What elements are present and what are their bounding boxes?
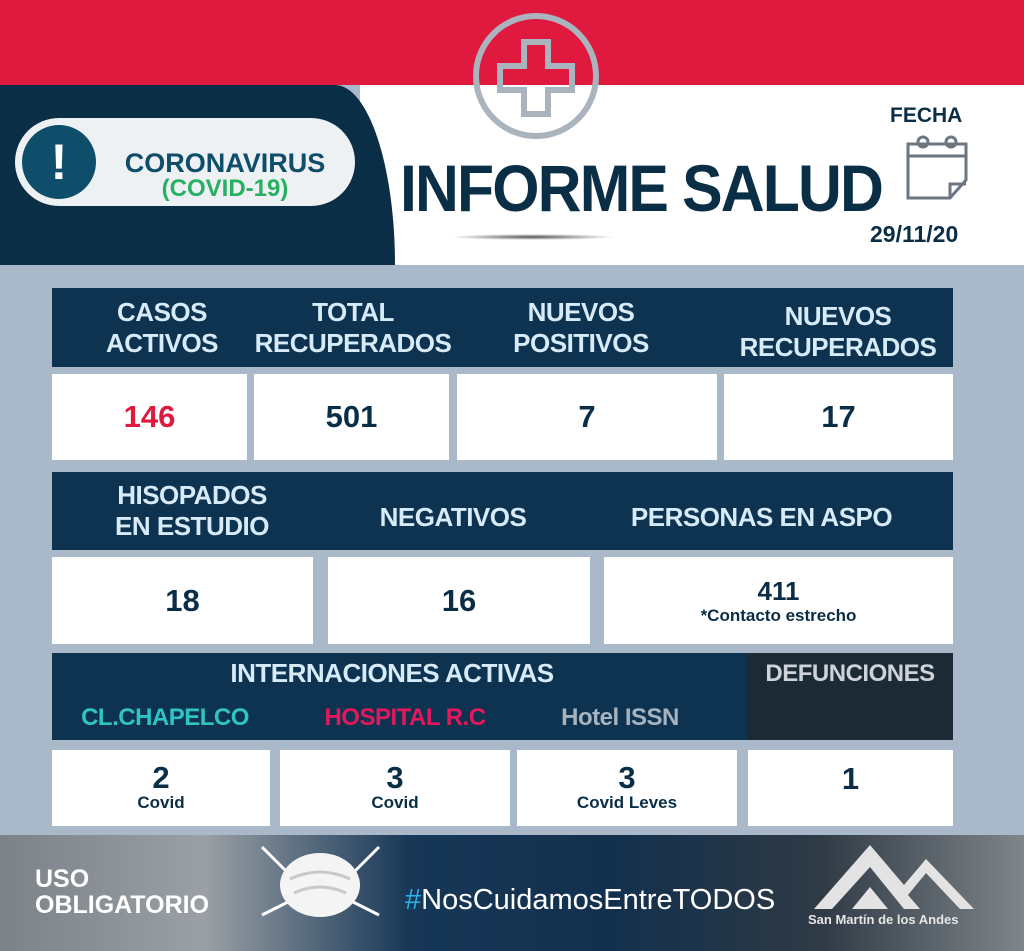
badge-line2: (COVID-19) xyxy=(161,175,289,202)
logo-text: San Martín de los Andes xyxy=(808,912,959,927)
hospital-note: Covid xyxy=(371,793,419,812)
badge-line1: CORONAVIRUS xyxy=(124,148,326,178)
calendar-icon xyxy=(906,135,968,200)
label-casos-activos: CASOS ACTIVOS xyxy=(105,296,219,358)
chapelco-note: Covid xyxy=(137,793,185,812)
top-red-band xyxy=(0,0,1024,85)
value-chapelco: 2 xyxy=(152,760,170,795)
hotel-note: Covid Leves xyxy=(576,793,678,812)
face-mask-icon xyxy=(260,845,381,917)
label-defunciones: DEFUNCIONES xyxy=(765,659,935,687)
uso-line2: OBLIGATORIO xyxy=(35,891,210,919)
label-hotel-issn: Hotel ISSN xyxy=(561,703,679,731)
value-hospital: 3 xyxy=(386,760,404,795)
report-date: 29/11/20 xyxy=(870,221,959,247)
row3-header-bg xyxy=(52,653,747,740)
uso-line1: USO xyxy=(35,865,90,893)
hashtag: #NosCuidamosEntreTODOS xyxy=(405,884,775,917)
defunciones-header-bg xyxy=(747,653,953,740)
label-hisopados: HISOPADOS EN ESTUDIO xyxy=(115,480,269,541)
page-title: INFORME SALUD xyxy=(400,151,884,225)
medical-cross-icon xyxy=(473,13,599,139)
label-nuevos-recuperados: NUEVOS RECUPERADOS xyxy=(739,300,937,362)
hotel-cell: 3 Covid Leves xyxy=(517,750,737,826)
label-negativos: NEGATIVOS xyxy=(379,501,527,532)
chapelco-cell: 2 Covid xyxy=(52,750,270,826)
footer-banner xyxy=(0,835,1024,951)
label-nuevos-positivos: NUEVOS POSITIVOS xyxy=(513,296,649,358)
value-total-recuperados: 501 xyxy=(254,374,449,460)
value-hisopados: 18 xyxy=(52,557,313,644)
alert-icon: ! xyxy=(22,125,96,199)
aspo-cell: 411 *Contacto estrecho xyxy=(604,557,953,644)
label-chapelco: CL.CHAPELCO xyxy=(81,703,249,731)
hospital-cell: 3 Covid xyxy=(280,750,510,826)
label-hospital: HOSPITAL R.C xyxy=(324,703,486,731)
value-defunciones: 1 xyxy=(748,750,953,826)
aspo-note: *Contacto estrecho xyxy=(700,605,857,625)
value-negativos: 16 xyxy=(328,557,590,644)
hash-symbol: # xyxy=(405,884,422,916)
san-martin-logo xyxy=(814,845,974,909)
hashtag-text: NosCuidamosEntreTODOS xyxy=(421,884,776,916)
value-nuevos-positivos: 7 xyxy=(457,374,717,460)
uso-obligatorio: USO OBLIGATORIO xyxy=(35,866,209,918)
value-personas-aspo: 411 xyxy=(757,575,800,606)
label-personas-aspo: PERSONAS EN ASPO xyxy=(630,501,893,532)
fecha-label: FECHA xyxy=(890,104,963,127)
title-shadow xyxy=(450,234,615,240)
label-internaciones: INTERNACIONES ACTIVAS xyxy=(230,657,554,688)
label-total-recuperados: TOTAL RECUPERADOS xyxy=(254,296,452,358)
value-casos-activos: 146 xyxy=(52,374,247,460)
value-nuevos-recuperados: 17 xyxy=(724,374,953,460)
row2-header-bg xyxy=(52,472,953,550)
value-hotel: 3 xyxy=(618,760,636,795)
row1-header-bg xyxy=(52,288,953,367)
